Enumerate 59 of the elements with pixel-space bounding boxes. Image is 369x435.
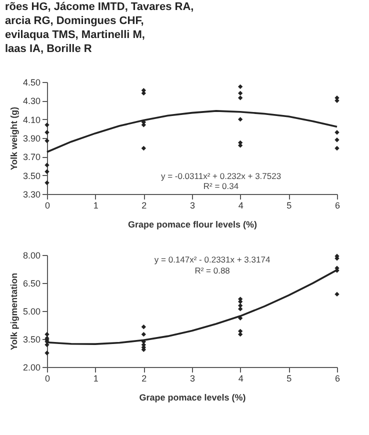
point — [334, 138, 340, 142]
y-tick-label: 6.50 — [22, 278, 40, 288]
x-tick-label: 3 — [190, 200, 196, 210]
point — [238, 116, 243, 122]
point — [141, 324, 146, 330]
point — [44, 169, 50, 174]
point — [44, 350, 50, 356]
x-tick-label: 1 — [93, 200, 98, 210]
x-tick-label: 0 — [44, 200, 50, 210]
x-tick-label: 4 — [238, 374, 244, 384]
y-axis-title: Yolk weight (g) — [8, 106, 19, 170]
point — [238, 96, 243, 100]
text: evilaqua TMS, Martinelli M, — [5, 29, 145, 41]
point — [44, 138, 50, 144]
x-tick-label: 5 — [286, 200, 292, 210]
x-tick-label: 3 — [190, 374, 196, 384]
point — [334, 130, 340, 135]
annotation: R² = 0.34 — [203, 181, 239, 192]
line-series — [46, 110, 338, 153]
y-tick-label: 4.50 — [22, 78, 40, 88]
point — [238, 90, 243, 96]
x-tick-label: 1 — [93, 374, 98, 384]
text: rões HG, Jácome IMTD, Tavares RA, — [5, 1, 194, 13]
annotation: y = -0.0311x² + 0.232x + 3.7523 — [160, 171, 282, 182]
point — [141, 332, 146, 337]
x-tick-label: 5 — [286, 374, 292, 384]
y-tick-label: 5.00 — [22, 306, 40, 316]
point — [334, 146, 340, 151]
y-tick-label: 3.90 — [22, 134, 40, 144]
point — [334, 292, 340, 297]
y-tick-label: 3.30 — [22, 190, 40, 200]
x-tick-label: 6 — [334, 200, 340, 210]
text: laas IA, Borille R — [5, 43, 92, 55]
y-axis-title: Yolk pigmentation — [8, 272, 19, 350]
x-tick-label: 4 — [238, 200, 244, 210]
x-tick-label: 2 — [142, 374, 147, 384]
x-axis-title: Grape pomace flour levels (%) — [128, 220, 258, 230]
x-tick-label: 0 — [44, 374, 50, 384]
y-tick-label: 3.50 — [22, 170, 40, 181]
point — [44, 332, 50, 337]
point — [44, 130, 50, 135]
y-tick-label: 4.30 — [22, 96, 40, 106]
point — [141, 146, 146, 151]
annotation: R² = 0.88 — [194, 266, 230, 276]
point — [44, 180, 50, 186]
y-tick-label: 4.10 — [22, 114, 40, 125]
y-tick-label: 3.50 — [22, 334, 40, 344]
annotation: y = 0.147x² - 0.2331x + 3.3174 — [154, 254, 270, 264]
y-tick-label: 3.70 — [22, 152, 40, 162]
point — [238, 306, 243, 312]
point — [44, 162, 50, 168]
x-axis-title: Grape pomace levels (%) — [139, 392, 246, 402]
y-tick-label: 8.00 — [22, 250, 40, 260]
point — [44, 122, 50, 128]
text: arcia RG, Domingues CHF, — [5, 15, 144, 27]
x-tick-label: 2 — [142, 200, 147, 210]
x-tick-label: 6 — [334, 374, 340, 384]
point — [238, 84, 243, 90]
y-tick-label: 2.00 — [22, 362, 40, 372]
